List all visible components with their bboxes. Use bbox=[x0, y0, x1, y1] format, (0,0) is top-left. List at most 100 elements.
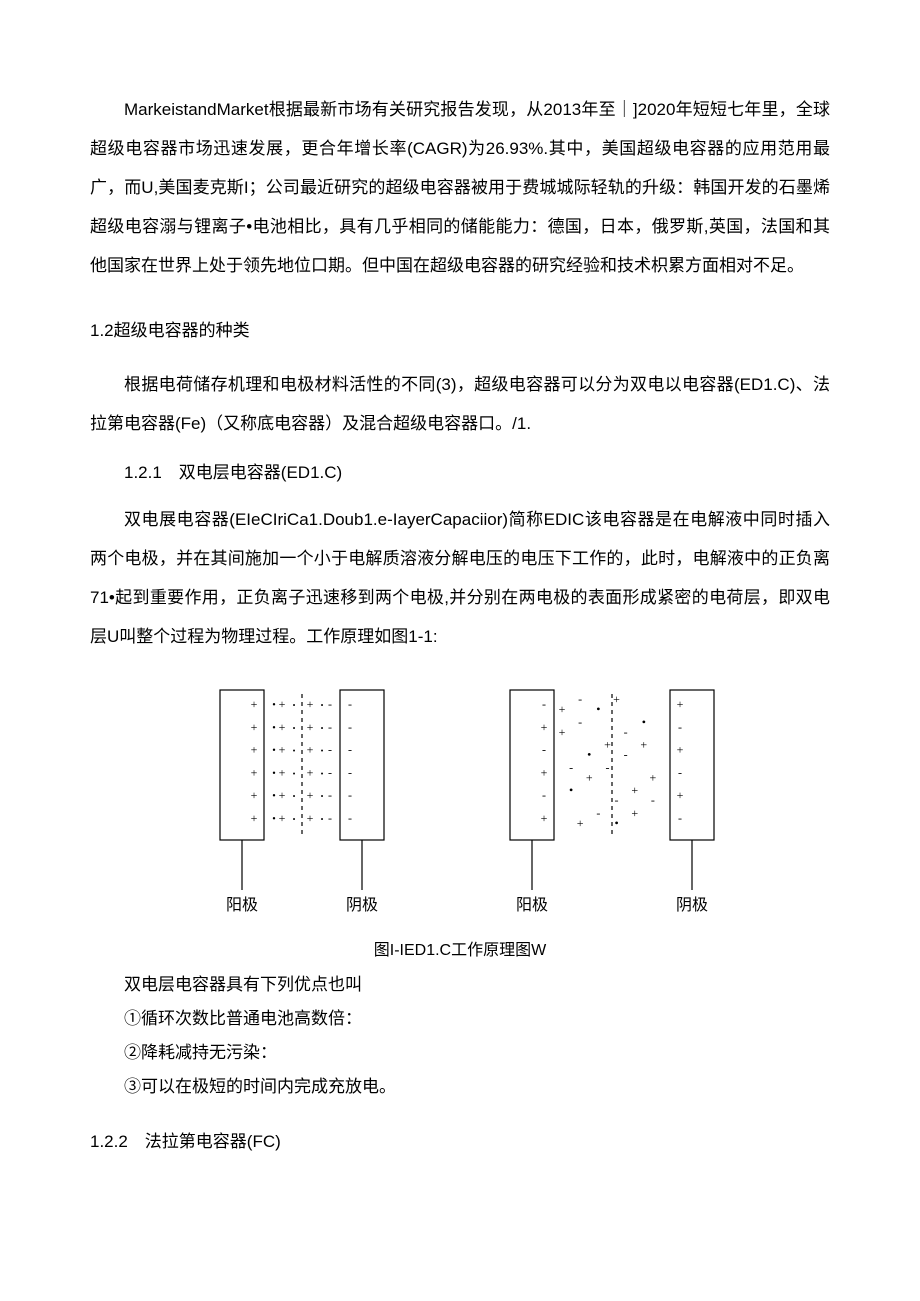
svg-text:+: + bbox=[586, 771, 593, 785]
svg-text:•: • bbox=[293, 701, 296, 710]
svg-text:•: • bbox=[321, 701, 324, 710]
svg-text:•: • bbox=[272, 700, 276, 711]
figure-edlc-diagram: 阳极阴极+•+•+•--+•+•+•--+•+•+•--+•+•+•--+•+•… bbox=[90, 680, 830, 960]
svg-text:-: - bbox=[651, 793, 655, 807]
svg-text:阳极: 阳极 bbox=[226, 896, 258, 914]
svg-text:-: - bbox=[542, 788, 546, 802]
svg-text:-: - bbox=[678, 811, 682, 825]
svg-text:+: + bbox=[251, 720, 258, 734]
svg-text:•: • bbox=[321, 815, 324, 824]
svg-text:•: • bbox=[293, 747, 296, 756]
svg-text:•: • bbox=[321, 770, 324, 779]
svg-text:-: - bbox=[348, 720, 352, 734]
svg-text:-: - bbox=[678, 720, 682, 734]
svg-text:•: • bbox=[272, 723, 276, 734]
svg-text:+: + bbox=[577, 816, 584, 830]
svg-text:-: - bbox=[328, 697, 332, 711]
heading-1-2: 1.2超级电容器的种类 bbox=[90, 311, 830, 350]
svg-text:+: + bbox=[541, 766, 548, 780]
svg-text:-: - bbox=[624, 725, 628, 739]
svg-text:+: + bbox=[559, 725, 566, 739]
svg-text:•: • bbox=[272, 746, 276, 757]
svg-text:+: + bbox=[640, 738, 647, 752]
svg-text:+: + bbox=[307, 788, 314, 802]
svg-text:+: + bbox=[251, 811, 258, 825]
svg-text:-: - bbox=[328, 788, 332, 802]
svg-text:-: - bbox=[348, 766, 352, 780]
advantages-intro: 双电层电容器具有下列优点也叫 bbox=[90, 968, 830, 1002]
paragraph-market: MarkeistandMarket根据最新市场有关研究报告发现，从2013年至｜… bbox=[90, 90, 830, 285]
svg-text:+: + bbox=[307, 697, 314, 711]
svg-text:-: - bbox=[569, 761, 573, 775]
advantage-3: ③可以在极短的时间内完成充放电。 bbox=[90, 1070, 830, 1104]
advantage-2: ②降耗减持无污染： bbox=[90, 1036, 830, 1070]
svg-text:•: • bbox=[272, 791, 276, 802]
svg-text:+: + bbox=[251, 788, 258, 802]
svg-text:+: + bbox=[307, 811, 314, 825]
svg-text:+: + bbox=[251, 697, 258, 711]
svg-text:•: • bbox=[321, 747, 324, 756]
svg-text:+: + bbox=[279, 788, 286, 802]
svg-text:+: + bbox=[559, 702, 566, 716]
svg-text:-: - bbox=[596, 806, 600, 820]
svg-text:+: + bbox=[677, 743, 684, 757]
svg-text:•: • bbox=[272, 769, 276, 780]
svg-text:-: - bbox=[578, 715, 582, 729]
svg-text:+: + bbox=[631, 783, 638, 797]
svg-text:•: • bbox=[293, 815, 296, 824]
svg-text:•: • bbox=[321, 724, 324, 733]
svg-text:•: • bbox=[596, 702, 600, 716]
svg-text:-: - bbox=[348, 697, 352, 711]
svg-text:+: + bbox=[279, 697, 286, 711]
svg-text:+: + bbox=[279, 811, 286, 825]
svg-text:+: + bbox=[307, 720, 314, 734]
svg-text:+: + bbox=[541, 811, 548, 825]
svg-text:+: + bbox=[307, 766, 314, 780]
svg-text:+: + bbox=[677, 697, 684, 711]
svg-text:•: • bbox=[321, 792, 324, 801]
paragraph-types: 根据电荷储存机理和电极材料活性的不同(3)，超级电容器可以分为双电以电容器(ED… bbox=[90, 365, 830, 443]
svg-text:阴极: 阴极 bbox=[676, 896, 708, 914]
svg-text:阴极: 阴极 bbox=[346, 896, 378, 914]
svg-text:阳极: 阳极 bbox=[516, 896, 548, 914]
svg-text:-: - bbox=[348, 788, 352, 802]
svg-text:+: + bbox=[613, 692, 620, 706]
svg-text:-: - bbox=[542, 743, 546, 757]
svg-text:+: + bbox=[631, 806, 638, 820]
svg-text:-: - bbox=[678, 766, 682, 780]
svg-text:•: • bbox=[642, 715, 646, 729]
svg-text:•: • bbox=[587, 748, 591, 762]
svg-text:+: + bbox=[541, 720, 548, 734]
svg-text:•: • bbox=[272, 814, 276, 825]
heading-1-2-2: 1.2.2 法拉第电容器(FC) bbox=[90, 1122, 830, 1161]
advantage-1: ①循环次数比普通电池高数倍： bbox=[90, 1002, 830, 1036]
paragraph-edlc: 双电展电容器(EIeCIriCa1.Doub1.e-IayerCapaciior… bbox=[90, 500, 830, 656]
svg-text:-: - bbox=[605, 761, 609, 775]
svg-text:-: - bbox=[328, 720, 332, 734]
svg-text:•: • bbox=[293, 770, 296, 779]
svg-text:-: - bbox=[615, 793, 619, 807]
svg-text:+: + bbox=[279, 720, 286, 734]
svg-text:+: + bbox=[677, 788, 684, 802]
svg-text:+: + bbox=[604, 738, 611, 752]
svg-text:-: - bbox=[328, 766, 332, 780]
svg-text:+: + bbox=[251, 743, 258, 757]
svg-text:•: • bbox=[293, 792, 296, 801]
svg-text:•: • bbox=[614, 816, 618, 830]
svg-text:•: • bbox=[293, 724, 296, 733]
svg-text:-: - bbox=[348, 811, 352, 825]
svg-text:+: + bbox=[307, 743, 314, 757]
svg-text:•: • bbox=[569, 783, 573, 797]
heading-1-2-1: 1.2.1 双电层电容器(ED1.C) bbox=[90, 453, 830, 492]
edlc-svg: 阳极阴极+•+•+•--+•+•+•--+•+•+•--+•+•+•--+•+•… bbox=[180, 680, 740, 940]
svg-text:-: - bbox=[328, 811, 332, 825]
figure-caption: 图I-IED1.C工作原理图W bbox=[90, 936, 830, 960]
svg-text:-: - bbox=[624, 748, 628, 762]
svg-text:-: - bbox=[542, 697, 546, 711]
svg-text:-: - bbox=[348, 743, 352, 757]
svg-text:+: + bbox=[279, 766, 286, 780]
svg-text:-: - bbox=[328, 743, 332, 757]
svg-text:-: - bbox=[578, 692, 582, 706]
svg-text:+: + bbox=[251, 766, 258, 780]
svg-text:+: + bbox=[650, 771, 657, 785]
